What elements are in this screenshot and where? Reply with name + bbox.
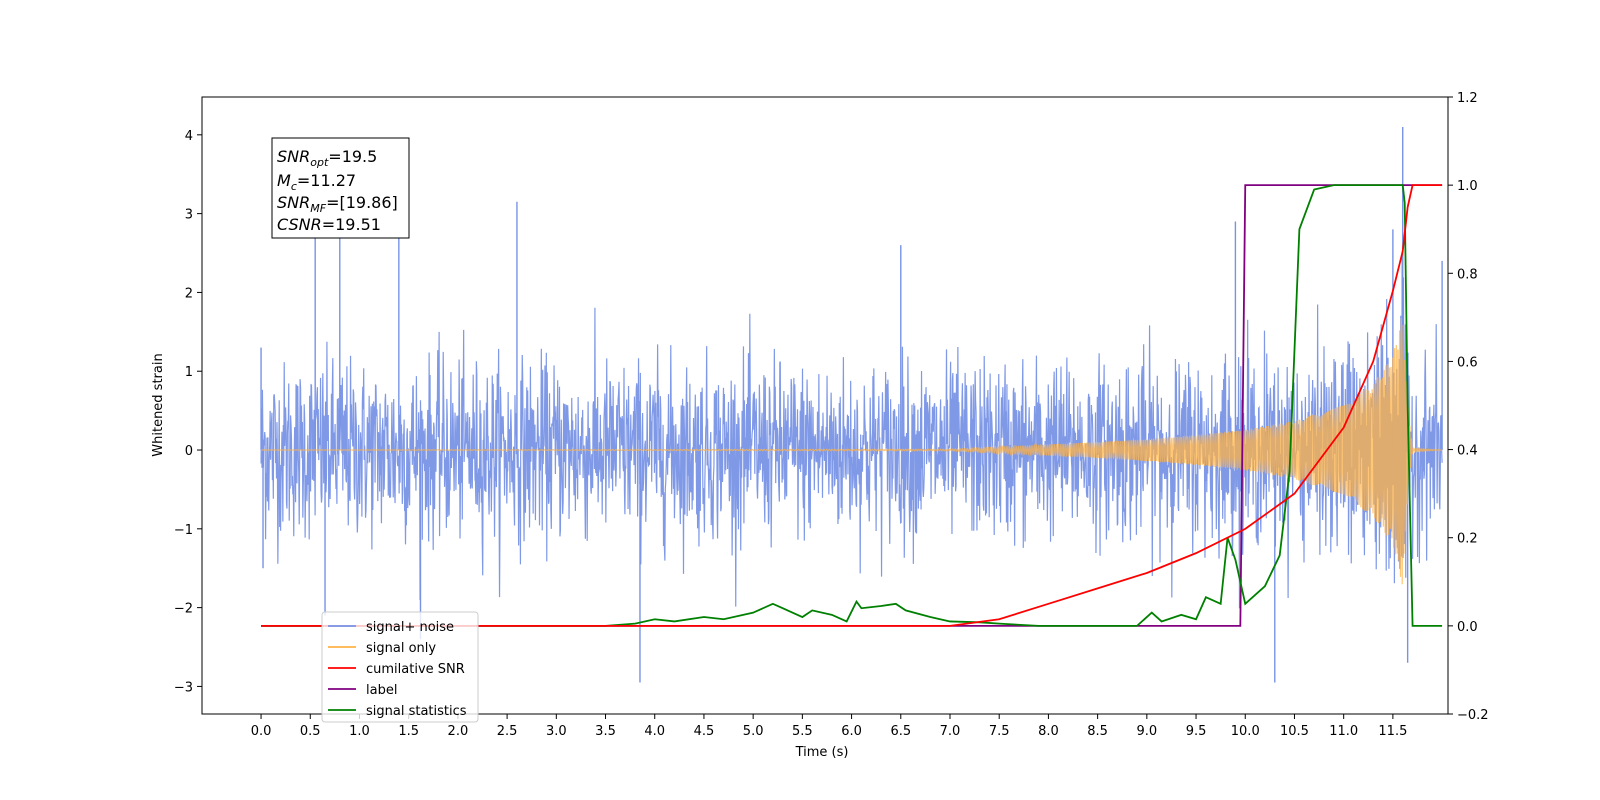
annotation-box: SNRopt=19.5 Mc=11.27 SNRMF=[19.86] CSNR=… [271,137,410,239]
x-tick-label: 5.5 [792,724,813,739]
x-tick-label: 1.0 [349,724,370,739]
x-tick-label: 5.0 [743,724,764,739]
legend-label: signal only [366,641,436,656]
x-tick-label: 3.0 [546,724,567,739]
y-tick-label: 1 [185,365,193,380]
signal-noise-layer [260,126,1443,683]
x-tick-label: 1.5 [398,724,419,739]
x-tick-label: 11.5 [1378,724,1407,739]
legend-label: label [366,683,397,698]
x-axis-label: Time (s) [795,745,849,760]
x-tick-label: 10.0 [1231,724,1260,739]
x-tick-label: 6.5 [890,724,911,739]
x-tick-label: 10.5 [1280,724,1309,739]
y2-tick-label: −0.2 [1457,708,1489,723]
y2-tick-label: 0.8 [1457,267,1478,282]
series-signal-statistics [261,184,1443,627]
y-tick-label: 4 [185,129,193,144]
y2-tick-label: 0.2 [1457,532,1478,547]
y-tick-label: 0 [185,444,193,459]
y-tick-label: −3 [174,680,193,695]
x-axis-ticks: 0.0 0.5 1.0 1.5 2.0 2.5 3.0 3.5 4.0 4.5 5.0 5.5 6.0 6… [251,714,1407,739]
snr-opt-annotation: SNRopt=19.5 [277,147,377,169]
y-tick-label: −1 [174,523,193,538]
x-tick-label: 0.0 [251,724,272,739]
plot-frame [201,96,1449,715]
y2-tick-label: 1.2 [1457,91,1478,106]
series-signal-only [261,318,1443,585]
x-tick-label: 2.0 [448,724,469,739]
x-tick-label: 4.0 [644,724,665,739]
x-tick-label: 4.5 [694,724,715,739]
x-tick-label: 7.0 [940,724,961,739]
y-tick-label: 3 [185,208,193,223]
y-axis-label: Whitened strain [151,353,166,456]
series-cumilative-snr [261,184,1443,627]
snr-mf-annotation: SNRMF=[19.86] [277,193,398,215]
x-tick-label: 3.5 [595,724,616,739]
legend: signal+ noise signal only cumilative SNR la… [321,611,479,723]
y-axis-ticks: −3 −2 −1 0 1 2 3 4 [174,129,202,695]
csnr-annotation: CSNR=19.51 [277,215,381,234]
x-tick-label: 2.5 [497,724,518,739]
x-tick-label: 9.5 [1186,724,1207,739]
mc-annotation: Mc=11.27 [277,171,356,193]
legend-label: signal statistics [366,704,467,719]
x-tick-label: 6.0 [841,724,862,739]
y2-tick-label: 0.0 [1457,620,1478,635]
y2-tick-label: 1.0 [1457,179,1478,194]
legend-entries: signal+ noise signal only cumilative SNR la… [328,620,467,719]
legend-label: cumilative SNR [366,662,465,677]
legend-label: signal+ noise [366,620,454,635]
x-tick-label: 0.5 [300,724,321,739]
y2-tick-label: 0.4 [1457,444,1478,459]
y-tick-label: −2 [174,602,193,617]
signal-only-layer [261,318,1443,585]
x-tick-label: 7.5 [989,724,1010,739]
x-tick-label: 11.0 [1329,724,1358,739]
y-tick-label: 2 [185,286,193,301]
x-tick-label: 9.0 [1136,724,1157,739]
y2-tick-label: 0.6 [1457,355,1478,370]
right-axis-series-layer [261,184,1443,627]
x-tick-label: 8.0 [1038,724,1059,739]
x-tick-label: 8.5 [1087,724,1108,739]
y2-axis-ticks: −0.2 0.0 0.2 0.4 0.6 0.8 1.0 1.2 [1448,91,1489,723]
